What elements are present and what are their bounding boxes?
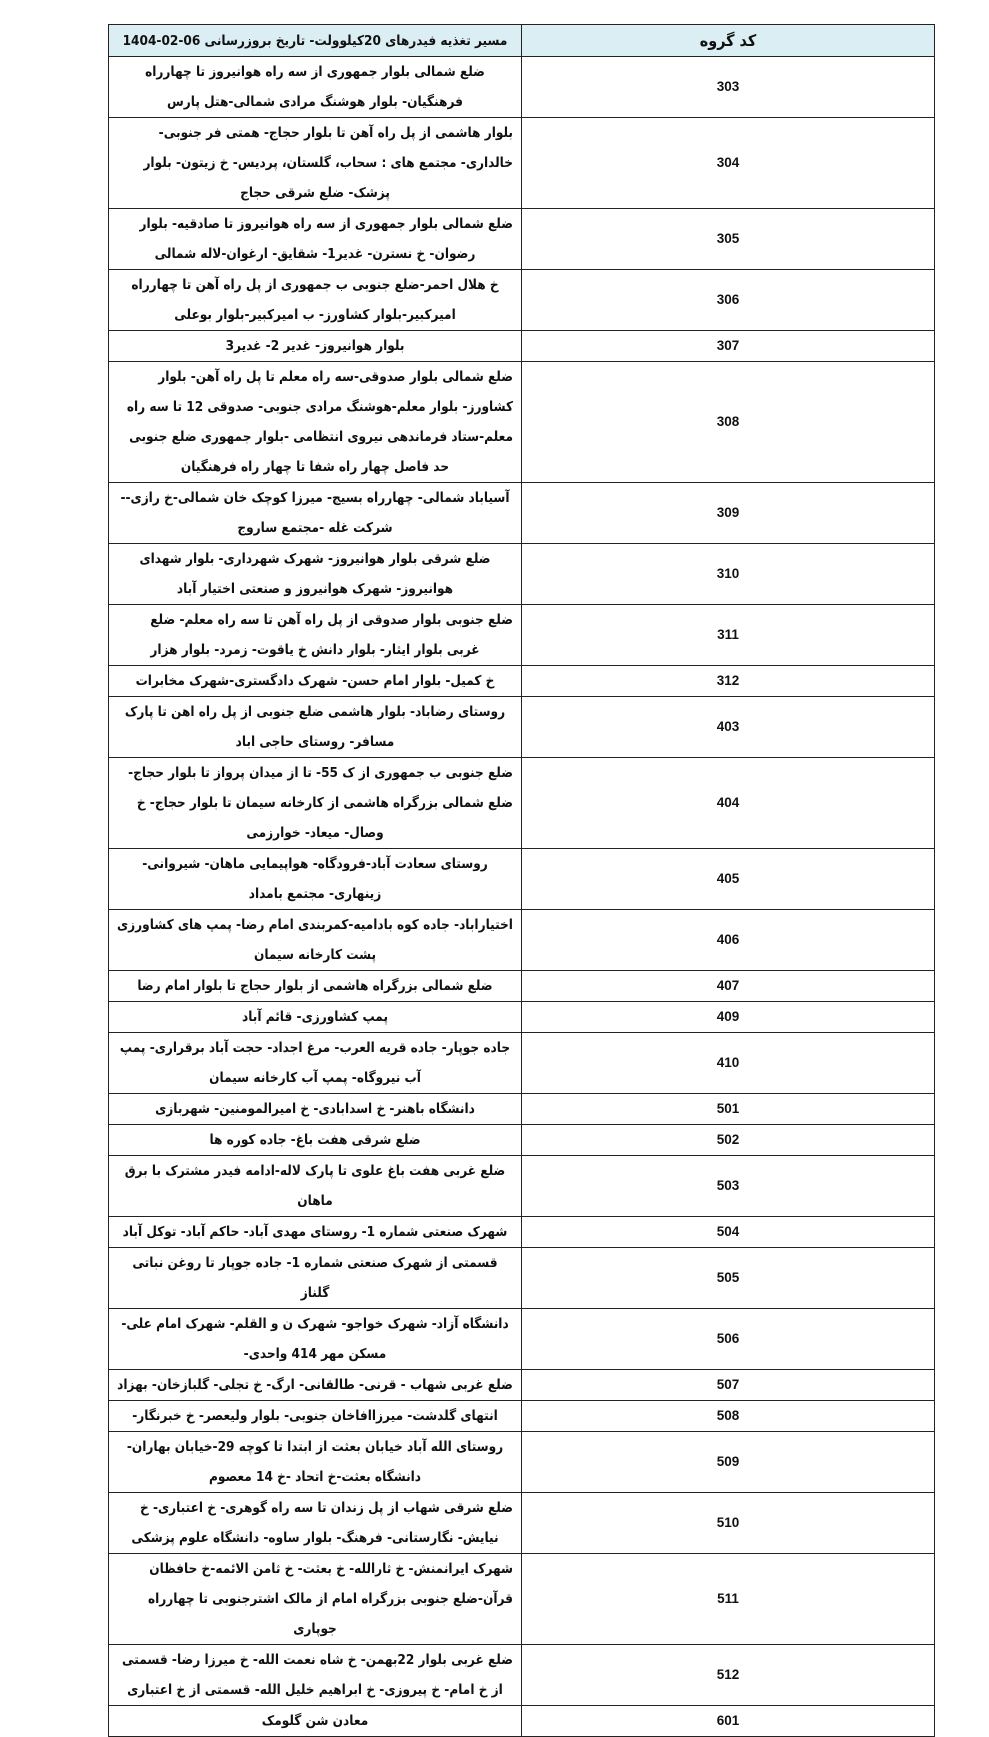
feeder-route: ضلع غربی بلوار 22بهمن- خ شاه نعمت الله- … <box>108 1644 522 1706</box>
group-code: 304 <box>521 117 935 209</box>
feeder-route: معادن شن گلومک <box>108 1705 522 1737</box>
table-row: 512 ضلع غربی بلوار 22بهمن- خ شاه نعمت الل… <box>108 1644 935 1706</box>
table-row: 305 ضلع شمالی بلوار جمهوری از سه راه هوان… <box>108 208 935 270</box>
feeder-route: آسیاباد شمالی- چهارراه بسیج- میرزا کوچک … <box>108 482 522 544</box>
feeder-route: پمپ کشاورزی- قائم آباد <box>108 1001 522 1033</box>
feeder-route: بلوار هاشمی از پل راه آهن تا بلوار حجاج-… <box>108 117 522 209</box>
table-row: 310 ضلع شرقی بلوار هوانیروز- شهرک شهرداری… <box>108 543 935 605</box>
table-row: 410 جاده جوپار- جاده قریه العرب- مرغ اجدا… <box>108 1032 935 1094</box>
feeder-route: روستای رضاباد- بلوار هاشمی ضلع جنوبی از … <box>108 696 522 758</box>
group-code: 504 <box>521 1216 935 1248</box>
table-row: 409 پمپ کشاورزی- قائم آباد <box>108 1001 935 1033</box>
table-row: 601 معادن شن گلومک <box>108 1705 935 1737</box>
feeder-route: ضلع شمالی بزرگراه هاشمی از بلوار حجاج تا… <box>108 970 522 1002</box>
table-row: 508 انتهای گلدشت- میرزاافاخان جنوبی- بلوا… <box>108 1400 935 1432</box>
feeder-route: روستای سعادت آباد-فرودگاه- هواپیمایی ماه… <box>108 848 522 910</box>
group-code: 306 <box>521 269 935 331</box>
group-code: 510 <box>521 1492 935 1554</box>
table-row: 308 ضلع شمالی بلوار صدوقی-سه راه معلم تا … <box>108 361 935 483</box>
feeder-route: بلوار هوانیروز- غدیر 2- غدیر3 <box>108 330 522 362</box>
feeder-route: ضلع شمالی بلوار جمهوری از سه راه هوانیرو… <box>108 208 522 270</box>
group-code: 506 <box>521 1308 935 1370</box>
feeder-route: ضلع شرقی بلوار هوانیروز- شهرک شهرداری- ب… <box>108 543 522 605</box>
feeder-route: شهرک صنعتی شماره 1- روستای مهدی آباد- حا… <box>108 1216 522 1248</box>
table-row: 506 دانشگاه آزاد- شهرک خواجو- شهرک ن و ال… <box>108 1308 935 1370</box>
group-code: 403 <box>521 696 935 758</box>
table-row: 511 شهرک ایرانمنش- خ ثارالله- خ بعثت- خ ث… <box>108 1553 935 1645</box>
group-code: 505 <box>521 1247 935 1309</box>
feeder-route: شهرک ایرانمنش- خ ثارالله- خ بعثت- خ ثامن… <box>108 1553 522 1645</box>
group-code: 309 <box>521 482 935 544</box>
feeder-route: خ هلال احمر-ضلع جنوبی ب جمهوری از پل راه… <box>108 269 522 331</box>
group-code: 303 <box>521 56 935 118</box>
header-group-code: کد گروه <box>521 24 935 57</box>
table-row: 311 ضلع جنوبی بلوار صدوقی از پل راه آهن ت… <box>108 604 935 666</box>
group-code: 308 <box>521 361 935 483</box>
table-header-row: کد گروه مسیر تغذیه فیدرهای 20کیلوولت- تا… <box>108 24 935 57</box>
feeder-route: اختیاراباد- جاده کوه بادامیه-کمربندی اما… <box>108 909 522 971</box>
table-row: 406 اختیاراباد- جاده کوه بادامیه-کمربندی … <box>108 909 935 971</box>
group-code: 511 <box>521 1553 935 1645</box>
group-code: 406 <box>521 909 935 971</box>
feeder-route: ضلع شرقی شهاب از پل زندان تا سه راه گوهر… <box>108 1492 522 1554</box>
group-code: 409 <box>521 1001 935 1033</box>
feeder-route: دانشگاه آزاد- شهرک خواجو- شهرک ن و القلم… <box>108 1308 522 1370</box>
table-row: 503 ضلع غربی هفت باغ علوی تا پارک لاله-اد… <box>108 1155 935 1217</box>
table-row: 407 ضلع شمالی بزرگراه هاشمی از بلوار حجاج… <box>108 970 935 1002</box>
group-code: 509 <box>521 1431 935 1493</box>
table-row: 304 بلوار هاشمی از پل راه آهن تا بلوار حج… <box>108 117 935 209</box>
table-row: 312 خ کمیل- بلوار امام حسن- شهرک دادگستری… <box>108 665 935 697</box>
table-row: 303 ضلع شمالی بلوار جمهوری از سه راه هوان… <box>108 56 935 118</box>
feeder-route: قسمتی از شهرک صنعتی شماره 1- جاده جوپار … <box>108 1247 522 1309</box>
table-row: 502 ضلع شرقی هفت باغ- جاده کوره ها <box>108 1124 935 1156</box>
group-code: 507 <box>521 1369 935 1401</box>
table-row: 306 خ هلال احمر-ضلع جنوبی ب جمهوری از پل … <box>108 269 935 331</box>
feeder-route: ضلع شرقی هفت باغ- جاده کوره ها <box>108 1124 522 1156</box>
feeder-route-table: کد گروه مسیر تغذیه فیدرهای 20کیلوولت- تا… <box>108 24 935 1737</box>
table-row: 403 روستای رضاباد- بلوار هاشمی ضلع جنوبی … <box>108 696 935 758</box>
feeder-route: ضلع جنوبی ب جمهوری از ک 55- تا از میدان … <box>108 757 522 849</box>
feeder-route: خ کمیل- بلوار امام حسن- شهرک دادگستری-شه… <box>108 665 522 697</box>
feeder-route: ضلع غربی هفت باغ علوی تا پارک لاله-ادامه… <box>108 1155 522 1217</box>
group-code: 405 <box>521 848 935 910</box>
table-row: 309 آسیاباد شمالی- چهارراه بسیج- میرزا کو… <box>108 482 935 544</box>
header-route-title: مسیر تغذیه فیدرهای 20کیلوولت- تاریخ بروز… <box>108 24 522 57</box>
group-code: 311 <box>521 604 935 666</box>
group-code: 501 <box>521 1093 935 1125</box>
group-code: 310 <box>521 543 935 605</box>
group-code: 312 <box>521 665 935 697</box>
feeder-route: انتهای گلدشت- میرزاافاخان جنوبی- بلوار و… <box>108 1400 522 1432</box>
group-code: 508 <box>521 1400 935 1432</box>
table-row: 504 شهرک صنعتی شماره 1- روستای مهدی آباد-… <box>108 1216 935 1248</box>
feeder-route: ضلع جنوبی بلوار صدوقی از پل راه آهن تا س… <box>108 604 522 666</box>
group-code: 307 <box>521 330 935 362</box>
table-row: 405 روستای سعادت آباد-فرودگاه- هواپیمایی … <box>108 848 935 910</box>
table-row: 505 قسمتی از شهرک صنعتی شماره 1- جاده جوپ… <box>108 1247 935 1309</box>
table-row: 501 دانشگاه باهنر- خ اسدابادی- خ امیرالمو… <box>108 1093 935 1125</box>
group-code: 512 <box>521 1644 935 1706</box>
group-code: 305 <box>521 208 935 270</box>
group-code: 601 <box>521 1705 935 1737</box>
table-row: 509 روستای الله آباد خیابان بعثت از ابتدا… <box>108 1431 935 1493</box>
table-row: 307 بلوار هوانیروز- غدیر 2- غدیر3 <box>108 330 935 362</box>
table-row: 404 ضلع جنوبی ب جمهوری از ک 55- تا از مید… <box>108 757 935 849</box>
group-code: 407 <box>521 970 935 1002</box>
group-code: 404 <box>521 757 935 849</box>
group-code: 410 <box>521 1032 935 1094</box>
feeder-route: ضلع غربی شهاب - قرنی- طالقانی- ارگ- خ تج… <box>108 1369 522 1401</box>
group-code: 503 <box>521 1155 935 1217</box>
feeder-route: ضلع شمالی بلوار صدوقی-سه راه معلم تا پل … <box>108 361 522 483</box>
table-row: 510 ضلع شرقی شهاب از پل زندان تا سه راه گ… <box>108 1492 935 1554</box>
feeder-route: ضلع شمالی بلوار جمهوری از سه راه هوانیرو… <box>108 56 522 118</box>
table-row: 507 ضلع غربی شهاب - قرنی- طالقانی- ارگ- خ… <box>108 1369 935 1401</box>
feeder-route: دانشگاه باهنر- خ اسدابادی- خ امیرالمومنی… <box>108 1093 522 1125</box>
group-code: 502 <box>521 1124 935 1156</box>
feeder-route: روستای الله آباد خیابان بعثت از ابتدا تا… <box>108 1431 522 1493</box>
feeder-route: جاده جوپار- جاده قریه العرب- مرغ اجداد- … <box>108 1032 522 1094</box>
